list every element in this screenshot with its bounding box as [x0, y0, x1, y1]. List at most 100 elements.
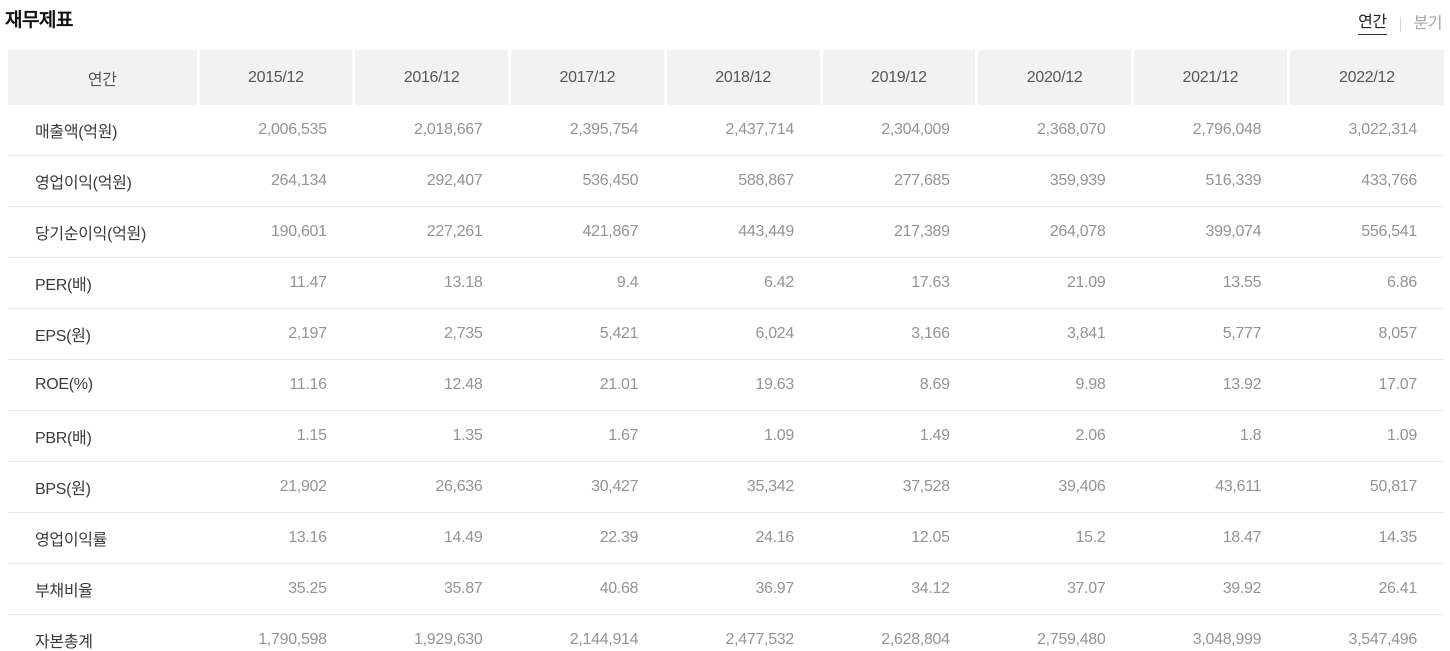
cell-value: 50,817 [1288, 461, 1444, 513]
cell-value: 24.16 [665, 512, 821, 564]
cell-value: 9.98 [976, 359, 1133, 411]
column-header-2021-12: 2021/12 [1131, 50, 1289, 105]
cell-value: 5,421 [509, 308, 666, 360]
row-label: EPS(원) [8, 308, 198, 360]
cell-value: 9.4 [509, 257, 666, 309]
cell-value: 26.41 [1288, 563, 1444, 615]
table-row: 당기순이익(억원) 190,601 227,261 421,867 443,449 217… [8, 206, 1444, 258]
cell-value: 34.12 [821, 563, 977, 615]
cell-value: 217,389 [821, 206, 977, 258]
table-row: 영업이익(억원) 264,134 292,407 536,450 588,867 277,… [8, 155, 1444, 207]
cell-value: 13.18 [353, 257, 510, 309]
cell-value: 1.67 [509, 410, 666, 462]
cell-value: 40.68 [509, 563, 666, 615]
cell-value: 17.07 [1288, 359, 1444, 411]
column-header-2020-12: 2020/12 [975, 50, 1133, 105]
cell-value: 3,841 [976, 308, 1133, 360]
cell-value: 14.49 [353, 512, 510, 564]
cell-value: 2.06 [976, 410, 1133, 462]
table-row: ROE(%) 11.16 12.48 21.01 19.63 8.69 9.98 13.92 1… [8, 359, 1444, 411]
cell-value: 12.05 [821, 512, 977, 564]
cell-value: 26,636 [353, 461, 510, 513]
cell-value: 2,759,480 [976, 614, 1133, 651]
cell-value: 37,528 [821, 461, 977, 513]
column-header-2015-12: 2015/12 [196, 50, 354, 105]
period-tab-divider [1399, 16, 1401, 32]
cell-value: 21,902 [198, 461, 354, 513]
cell-value: 1,790,598 [198, 614, 354, 651]
cell-value: 2,304,009 [821, 105, 977, 156]
table-header: 연간 2015/12 2016/12 2017/12 2018/12 2019/12 202… [8, 50, 1444, 105]
cell-value: 13.92 [1132, 359, 1289, 411]
cell-value: 2,477,532 [665, 614, 821, 651]
cell-value: 1.09 [1288, 410, 1444, 462]
column-header-2017-12: 2017/12 [508, 50, 666, 105]
cell-value: 3,547,496 [1288, 614, 1444, 651]
cell-value: 2,735 [353, 308, 510, 360]
cell-value: 11.47 [198, 257, 354, 309]
cell-value: 6,024 [665, 308, 821, 360]
cell-value: 588,867 [665, 155, 821, 207]
row-label: PBR(배) [8, 410, 198, 462]
cell-value: 292,407 [353, 155, 510, 207]
cell-value: 35.25 [198, 563, 354, 615]
cell-value: 36.97 [665, 563, 821, 615]
cell-value: 359,939 [976, 155, 1133, 207]
cell-value: 37.07 [976, 563, 1133, 615]
cell-value: 43,611 [1132, 461, 1289, 513]
period-tab-annual[interactable]: 연간 [1358, 13, 1387, 35]
cell-value: 2,437,714 [665, 105, 821, 156]
cell-value: 14.35 [1288, 512, 1444, 564]
row-label: ROE(%) [8, 359, 198, 411]
table-row: 부채비율 35.25 35.87 40.68 36.97 34.12 37.07 39.92 2… [8, 563, 1444, 615]
cell-value: 421,867 [509, 206, 666, 258]
row-label: PER(배) [8, 257, 198, 309]
cell-value: 433,766 [1288, 155, 1444, 207]
cell-value: 21.01 [509, 359, 666, 411]
cell-value: 399,074 [1132, 206, 1289, 258]
column-header-2016-12: 2016/12 [352, 50, 510, 105]
cell-value: 18.47 [1132, 512, 1289, 564]
cell-value: 2,368,070 [976, 105, 1133, 156]
cell-value: 35,342 [665, 461, 821, 513]
cell-value: 3,022,314 [1288, 105, 1444, 156]
cell-value: 190,601 [198, 206, 354, 258]
cell-value: 1.15 [198, 410, 354, 462]
cell-value: 264,134 [198, 155, 354, 207]
cell-value: 2,197 [198, 308, 354, 360]
table-row: 매출액(억원) 2,006,535 2,018,667 2,395,754 2,437,… [8, 105, 1444, 156]
cell-value: 2,144,914 [509, 614, 666, 651]
period-toggle: 연간 분기 [1358, 8, 1443, 35]
cell-value: 1.09 [665, 410, 821, 462]
cell-value: 516,339 [1132, 155, 1289, 207]
cell-value: 2,006,535 [198, 105, 354, 156]
cell-value: 3,048,999 [1132, 614, 1289, 651]
column-header-2022-12: 2022/12 [1286, 50, 1444, 105]
cell-value: 8,057 [1288, 308, 1444, 360]
cell-value: 30,427 [509, 461, 666, 513]
cell-value: 443,449 [665, 206, 821, 258]
row-label: 매출액(억원) [8, 105, 198, 156]
cell-value: 6.42 [665, 257, 821, 309]
cell-value: 1.8 [1132, 410, 1289, 462]
cell-value: 19.63 [665, 359, 821, 411]
cell-value: 13.16 [198, 512, 354, 564]
financial-table: 연간 2015/12 2016/12 2017/12 2018/12 2019/12 202… [8, 50, 1444, 651]
cell-value: 2,018,667 [353, 105, 510, 156]
row-label: 영업이익(억원) [8, 155, 198, 207]
table-row: EPS(원) 2,197 2,735 5,421 6,024 3,166 3,841 5,77… [8, 308, 1444, 360]
cell-value: 3,166 [821, 308, 977, 360]
cell-value: 277,685 [821, 155, 977, 207]
cell-value: 1.35 [353, 410, 510, 462]
table-row: BPS(원) 21,902 26,636 30,427 35,342 37,528 39,4… [8, 461, 1444, 513]
cell-value: 13.55 [1132, 257, 1289, 309]
row-label: BPS(원) [8, 461, 198, 513]
cell-value: 11.16 [198, 359, 354, 411]
column-header-2018-12: 2018/12 [663, 50, 821, 105]
period-tab-quarterly[interactable]: 분기 [1413, 15, 1443, 32]
cell-value: 2,796,048 [1132, 105, 1289, 156]
cell-value: 1.49 [821, 410, 977, 462]
table-header-row: 연간 2015/12 2016/12 2017/12 2018/12 2019/12 202… [8, 50, 1444, 105]
cell-value: 39,406 [976, 461, 1133, 513]
